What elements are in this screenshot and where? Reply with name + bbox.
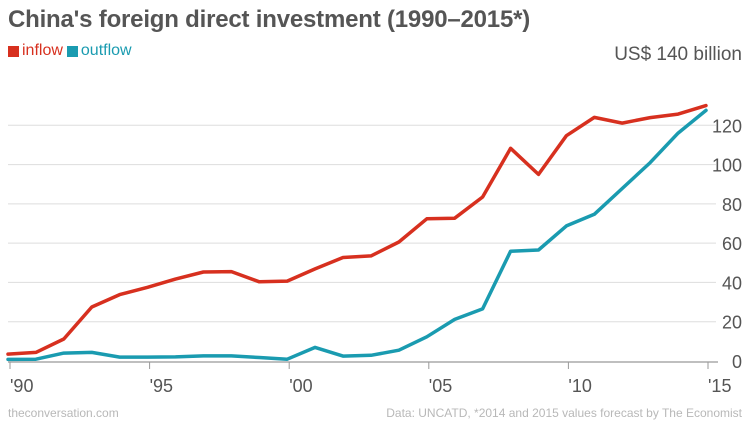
series-line-outflow: [6, 108, 708, 362]
legend-swatch-outflow: [66, 45, 78, 57]
legend-label-outflow: outflow: [80, 42, 132, 59]
y-tick-label-60: 60: [722, 234, 742, 254]
x-tick-label-2015: '15: [708, 376, 731, 396]
legend-swatch-inflow: [8, 45, 19, 57]
x-tick-label-1995: '95: [150, 376, 173, 396]
chart-title: China's foreign direct investment (1990–…: [8, 6, 531, 33]
y-tick-label-120: 120: [712, 116, 742, 136]
y-tick-label-100: 100: [712, 156, 742, 176]
x-tick-label-2000: '00: [289, 376, 312, 396]
x-tick-label-2005: '05: [429, 376, 452, 396]
legend-item-outflow: outflow: [66, 42, 132, 60]
x-tick-label-2010: '10: [568, 376, 591, 396]
y-tick-label-80: 80: [722, 195, 742, 215]
x-tick-label-1990: '90: [10, 376, 33, 396]
data-note: Data: UNCATD, *2014 and 2015 values fore…: [386, 406, 742, 420]
source-credit: theconversation.com: [8, 406, 119, 420]
legend: inflow outflow: [8, 42, 136, 60]
y-tick-label-0: 0: [732, 352, 742, 372]
legend-label-inflow: inflow: [22, 42, 63, 59]
y-axis-unit-label: US$ 140 billion: [614, 44, 742, 65]
y-tick-label-20: 20: [722, 313, 742, 333]
y-tick-label-40: 40: [722, 273, 742, 293]
series-line-inflow: [6, 103, 708, 356]
legend-item-inflow: inflow: [8, 42, 63, 60]
